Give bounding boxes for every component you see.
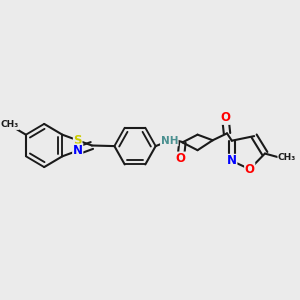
Text: O: O xyxy=(220,111,230,124)
Text: S: S xyxy=(74,134,82,147)
Text: CH₃: CH₃ xyxy=(0,121,19,130)
Text: N: N xyxy=(73,144,83,157)
Text: N: N xyxy=(227,154,237,167)
Text: NH: NH xyxy=(160,136,178,146)
Text: O: O xyxy=(176,152,186,165)
Text: CH₃: CH₃ xyxy=(278,153,296,162)
Text: O: O xyxy=(245,163,255,176)
